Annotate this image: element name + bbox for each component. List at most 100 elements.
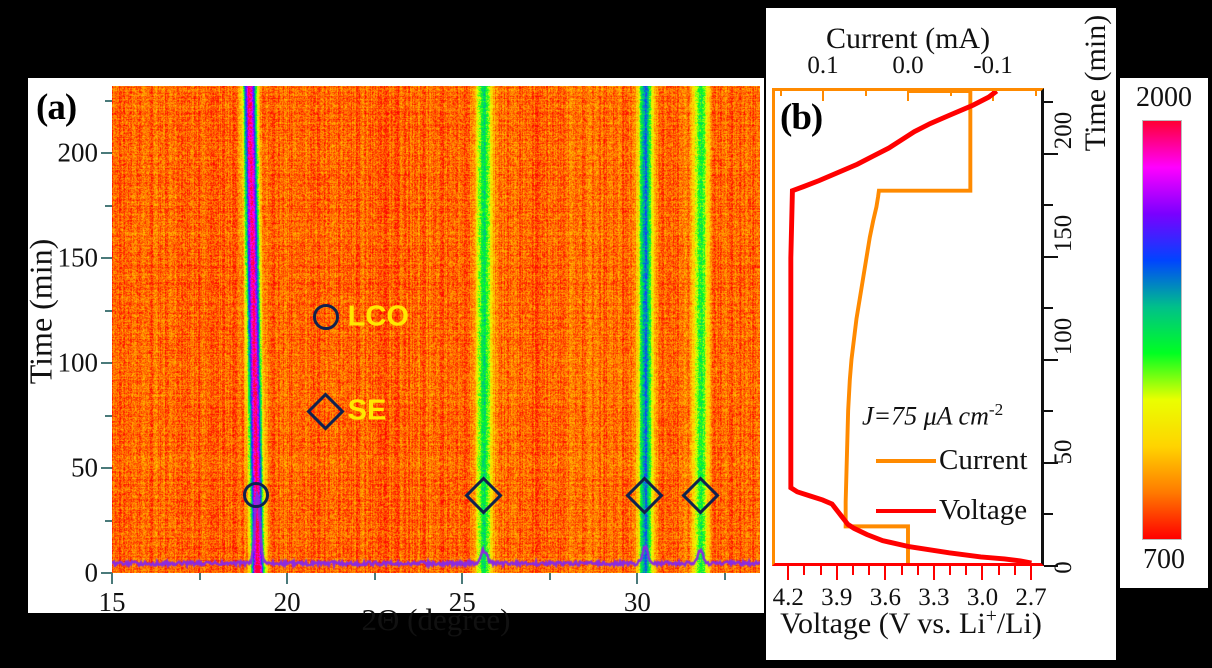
- legend-swatch-current: [876, 458, 936, 463]
- panel-b-bottom-tick-label: 4.2: [772, 584, 804, 611]
- panel-a-y-minor-tick: [105, 309, 112, 312]
- panel-a-x-tick-label: 25: [448, 587, 476, 617]
- panel-a-x-tick: [461, 573, 464, 584]
- legend-label-lco: LCO: [347, 300, 409, 333]
- panel-a-y-tick: [101, 572, 112, 574]
- panel-b-bottom-axis-title: Voltage (V vs. Li+/Li): [756, 605, 1066, 641]
- panel-a-x-axis-title: 2Θ (degree): [112, 602, 760, 638]
- intensity-colorbar: 2000 700: [1120, 78, 1208, 588]
- panel-a-y-tick-label: 50: [71, 452, 98, 483]
- panel-a-y-tick: [101, 152, 112, 155]
- panel-b-bottom-minor-tick: [868, 566, 871, 575]
- panel-b-bottom-tick: [787, 566, 790, 580]
- panel-a: (a) LCO SE 0 50 100 150 200 Time (min) 15 20 25…: [23, 78, 764, 637]
- panel-b-right-tick: [1044, 152, 1058, 155]
- voltage-curve: [788, 91, 1032, 563]
- panel-a-y-tick: [101, 362, 112, 365]
- panel-a-x-minor-tick: [548, 573, 551, 580]
- panel-b-right-minor-tick: [1044, 204, 1053, 207]
- panel-a-y-tick: [101, 467, 112, 470]
- current-density-text: J=75 μA cm: [862, 401, 989, 431]
- panel-b-bottom-minor-tick: [997, 566, 1000, 575]
- xrd-heatmap: LCO SE: [112, 86, 760, 573]
- legend-marker-lco: [312, 303, 339, 330]
- current-curve: [843, 91, 973, 563]
- panel-b-right-minor-tick: [1044, 307, 1053, 310]
- panel-b-bottom-minor-tick: [851, 566, 854, 575]
- panel-a-y-tick-label: 150: [57, 242, 99, 273]
- panel-b-top-tick-label: 0.0: [892, 52, 924, 79]
- panel-b-legend-item: Current: [876, 444, 1028, 477]
- panel-b-bottom-minor-tick: [819, 566, 822, 575]
- panel-b-right-tick-label: 150: [1050, 214, 1077, 253]
- colorbar-max-label: 2000: [1136, 82, 1192, 113]
- panel-b-top-tick: [822, 88, 824, 101]
- panel-a-x-tick: [286, 573, 289, 584]
- panel-a-y-tick: [101, 257, 112, 260]
- panel-b-top-minor-tick: [779, 88, 782, 96]
- panel-a-y-axis-title: Time (min): [22, 238, 59, 385]
- voltage-axis-label-tail: /Li): [996, 607, 1042, 640]
- panel-b-top-tick: [907, 88, 909, 101]
- panel-a-x-axis: 15 20 25 30: [99, 573, 760, 617]
- panel-b-right-minor-tick: [1044, 513, 1053, 516]
- panel-b-top-minor-tick: [864, 88, 867, 96]
- panel-b-right-tick: [1044, 358, 1058, 361]
- current-density-annotation: J=75 μA cm-2: [862, 400, 1003, 432]
- panel-b-bottom-minor-tick: [1013, 566, 1016, 575]
- panel-a-x-tick-label: 30: [623, 587, 651, 617]
- panel-b-bottom-tick: [835, 566, 838, 580]
- panel-b-bottom-tick: [1030, 566, 1033, 580]
- colorbar-min-label: 700: [1143, 544, 1185, 575]
- panel-b-top-tick-label: 0.1: [807, 52, 839, 79]
- panel-a-y-minor-tick: [105, 204, 112, 207]
- panel-a-x-tick-label: 20: [273, 587, 301, 617]
- panel-b-right-tick: [1044, 461, 1058, 464]
- panel-a-y-minor-tick: [105, 99, 112, 102]
- panel-b-right-tick-label: 200: [1050, 111, 1077, 150]
- panel-a-x-minor-tick: [198, 573, 201, 580]
- panel-a-y-minor-tick: [105, 519, 112, 522]
- panel-b-top-axis-title: Current (mA): [825, 22, 991, 55]
- panel-b-bottom-tick-label: 3.0: [966, 584, 999, 611]
- x-axis-title-text: 2Θ (degree): [361, 602, 511, 637]
- panel-b-legend-item: Voltage: [876, 494, 1027, 527]
- panel-b-right-tick-label: 0: [1050, 561, 1077, 574]
- panel-a-y-minor-tick: [105, 414, 112, 417]
- panel-b-bottom-minor-tick: [949, 566, 952, 575]
- panel-b-bottom-minor-tick: [916, 566, 919, 575]
- panel-b-bottom-minor-tick: [900, 566, 903, 575]
- panel-a-y-tick-label: 100: [57, 347, 99, 378]
- panel-a-y-tick-label: 200: [57, 137, 99, 168]
- panel-b-right-tick: [1044, 255, 1058, 258]
- panel-b-bottom-tick-label: 3.6: [869, 584, 901, 611]
- panel-a-label: (a): [36, 87, 77, 128]
- panel-a-x-tick-label: 15: [98, 587, 126, 617]
- panel-b-curves: [788, 91, 1032, 563]
- voltage-axis-label-sup: +: [985, 605, 997, 627]
- panel-b-label: (b): [780, 97, 823, 138]
- panel-b-top-tick-label: -0.1: [973, 52, 1013, 79]
- panel-b-bottom-minor-tick: [965, 566, 968, 575]
- panel-b-right-axis-title: Time (min): [1079, 14, 1112, 152]
- legend-text-current: Current: [939, 444, 1028, 476]
- panel-b-right-minor-tick: [1044, 410, 1053, 413]
- panel-a-x-tick: [636, 573, 639, 584]
- panel-b-bottom-minor-tick: [803, 566, 806, 575]
- colorbar-gradient: [1142, 120, 1182, 540]
- panel-b-bottom-tick-label: 3.3: [918, 584, 950, 611]
- panel-b-bottom-tick-label: 3.9: [821, 584, 853, 611]
- voltage-axis-label-main: Voltage (V vs. Li: [780, 607, 986, 640]
- legend-label-se: SE: [347, 394, 387, 427]
- panel-b-bottom-tick: [981, 566, 984, 580]
- panel-b-right-minor-tick: [1044, 101, 1053, 104]
- panel-a-x-minor-tick: [723, 573, 726, 580]
- panel-a-x-minor-tick: [373, 573, 376, 580]
- panel-b-right-tick: [1044, 565, 1058, 567]
- panel-b: Current (mA) 0.1 0.0 -0.1 (b) 4.2 3.9 3.6 3.3…: [766, 8, 1116, 660]
- panel-b-bottom-tick: [932, 566, 935, 580]
- xrd-heatmap-canvas: [112, 86, 760, 573]
- current-density-exponent: -2: [988, 400, 1004, 419]
- panel-a-y-axis: 0 50 100 150 200: [28, 78, 112, 588]
